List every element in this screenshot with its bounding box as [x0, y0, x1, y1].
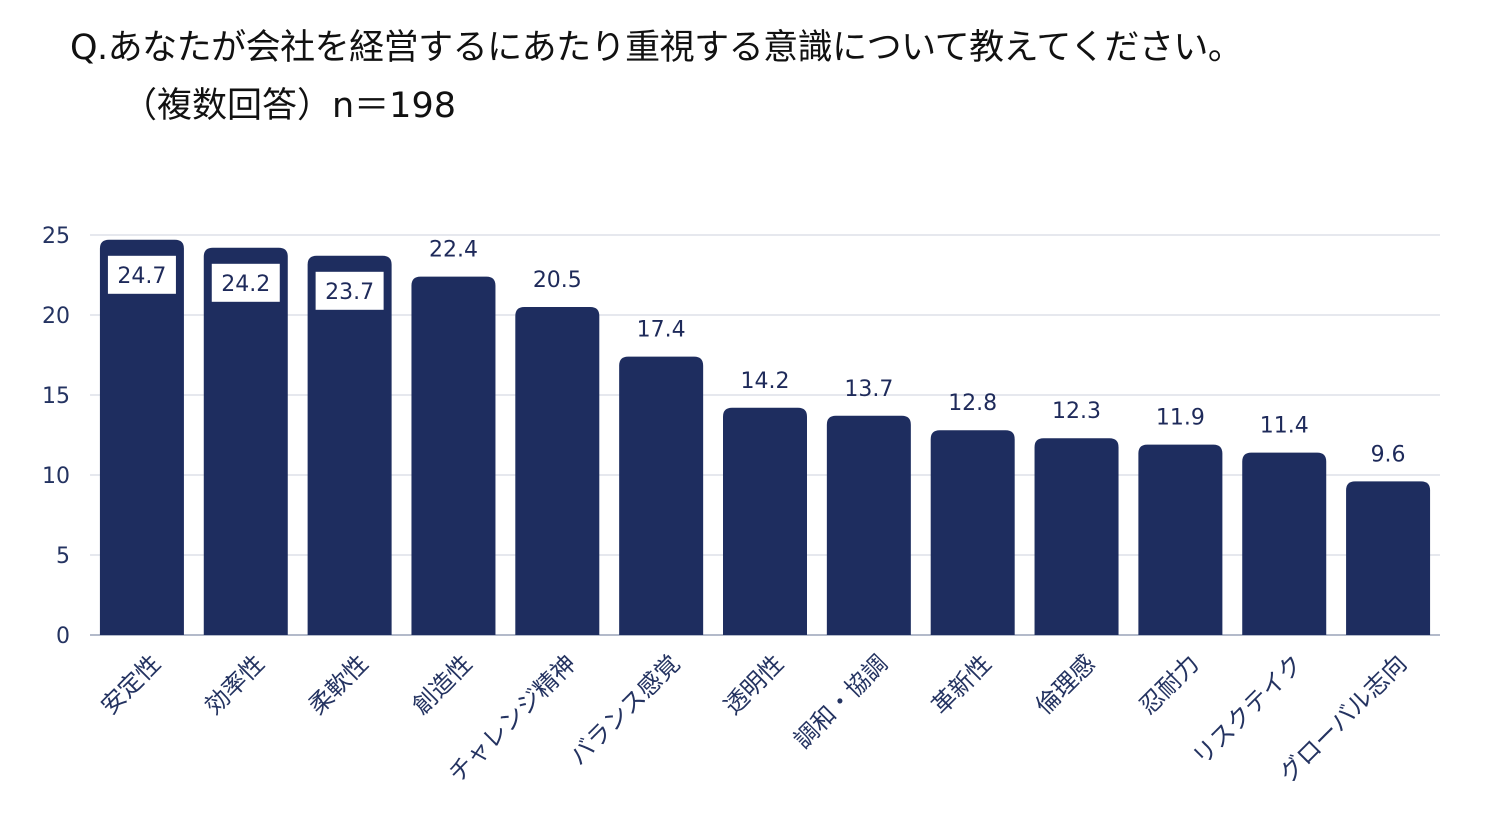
- bar-安定性: [99, 239, 184, 636]
- y-tick-label: 25: [42, 224, 70, 249]
- value-label-box: [211, 263, 280, 302]
- x-category-label: 透明性: [719, 649, 790, 720]
- x-category-label: 創造性: [407, 649, 478, 720]
- bar-チャレンジ精神: [515, 307, 600, 635]
- y-axis-ticks: 0 5 10 15 20 25: [42, 224, 70, 649]
- value-label: 14.2: [741, 369, 790, 394]
- x-category-label: 効率性: [199, 649, 270, 720]
- bar-調和・協調: [826, 415, 911, 635]
- value-label: 11.9: [1156, 406, 1205, 431]
- value-label: 20.5: [533, 268, 582, 293]
- value-label: 22.4: [429, 238, 478, 263]
- x-category-label: バランス感覚: [564, 649, 685, 770]
- value-label-box: [315, 271, 384, 310]
- y-tick-label: 0: [56, 624, 70, 649]
- x-category-label: 安定性: [95, 649, 166, 720]
- bar-バランス感覚: [619, 356, 704, 635]
- value-label: 24.7: [117, 264, 166, 289]
- x-axis-labels: 安定性 効率性 柔軟性 創造性チャレンジ精神バランス感覚 透明性 調和・協調 革新性 倫理感忍…: [95, 649, 1412, 787]
- y-tick-label: 5: [56, 544, 70, 569]
- bar-リスクテイク: [1242, 452, 1327, 635]
- bar-効率性: [203, 247, 288, 636]
- bar-創造性: [411, 276, 496, 635]
- value-label: 12.8: [948, 391, 997, 416]
- bar-グローバル志向: [1346, 481, 1431, 635]
- y-tick-label: 15: [42, 384, 70, 409]
- bar-倫理感: [1034, 438, 1119, 635]
- x-category-label: 倫理感: [1030, 649, 1101, 720]
- value-labels: 24.7 24.2 23.7 22.4 20.5 17.4 14.2 13.7 12.8 12.3…: [107, 238, 1406, 467]
- title-question: Q.あなたが会社を経営するにあたり重視する意識について教えてください。: [70, 28, 1243, 68]
- bar-忍耐力: [1138, 444, 1223, 635]
- title-subtitle: （複数回答）n＝198: [122, 86, 456, 126]
- bar-革新性: [930, 430, 1015, 635]
- value-label: 13.7: [844, 377, 893, 402]
- bars: [99, 239, 1431, 636]
- x-category-label: 柔軟性: [303, 649, 374, 720]
- value-label: 9.6: [1371, 442, 1406, 467]
- x-category-label: 革新性: [926, 649, 997, 720]
- value-label: 23.7: [325, 280, 374, 305]
- value-label: 17.4: [637, 318, 686, 343]
- value-label: 11.4: [1260, 414, 1309, 439]
- value-label-box: [107, 255, 176, 294]
- bar-柔軟性: [307, 255, 392, 636]
- bar-透明性: [723, 407, 807, 635]
- y-tick-label: 20: [42, 304, 70, 329]
- chart-title: Q.あなたが会社を経営するにあたり重視する意識について教えてください。 （複数回…: [70, 22, 1450, 132]
- y-tick-label: 10: [42, 464, 70, 489]
- value-label: 24.2: [221, 272, 270, 297]
- x-category-label: 調和・協調: [788, 649, 893, 754]
- x-category-label: 忍耐力: [1134, 649, 1205, 720]
- value-label: 12.3: [1052, 399, 1101, 424]
